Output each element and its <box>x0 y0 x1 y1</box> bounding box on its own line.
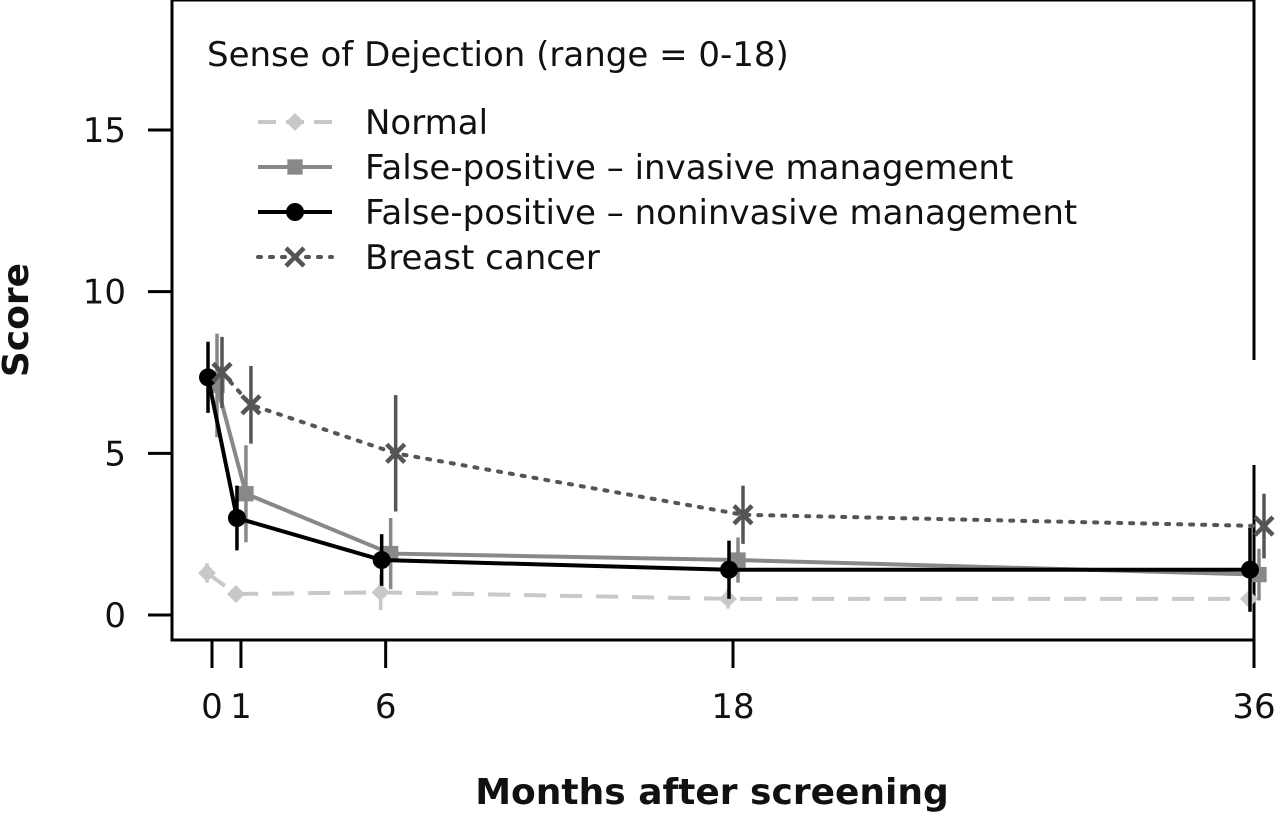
data-point <box>238 486 254 502</box>
marker-stroke <box>240 394 262 416</box>
x-tick-label: 0 <box>201 687 223 727</box>
y-tick-label: 10 <box>83 273 126 313</box>
data-point <box>732 504 754 526</box>
data-point <box>211 361 233 384</box>
frame-break <box>1248 360 1260 465</box>
marker-stroke <box>385 442 407 464</box>
data-point <box>284 246 306 268</box>
marker-stroke <box>284 246 306 268</box>
data-point <box>198 563 216 582</box>
data-point <box>286 113 304 131</box>
x-tick-label: 6 <box>375 687 397 727</box>
legend-item-1: Normal <box>258 103 488 143</box>
x-axis: 0 1 6 18 36 <box>201 640 1276 727</box>
y-axis-title: Score <box>0 263 37 377</box>
data-point <box>287 159 303 175</box>
data-point <box>1241 560 1259 579</box>
series-4 <box>211 336 1275 559</box>
marker-stroke <box>732 504 754 526</box>
legend-item-2: False-positive – invasive management <box>258 148 1013 188</box>
legend-item-3: False-positive – noninvasive management <box>258 193 1077 233</box>
data-point <box>199 368 217 387</box>
legend-label: False-positive – noninvasive management <box>365 193 1077 233</box>
chart-title: Sense of Dejection (range = 0-18) <box>207 35 789 75</box>
plot-frame <box>170 0 1256 642</box>
data-point <box>226 584 245 603</box>
data-point <box>286 203 304 221</box>
data-point <box>227 509 246 527</box>
data-point <box>385 442 407 464</box>
legend-label: Normal <box>365 103 488 143</box>
y-tick-label: 0 <box>104 596 126 636</box>
legend-label: Breast cancer <box>365 238 600 278</box>
legend-item-4: Breast cancer <box>256 238 600 278</box>
legend-label: False-positive – invasive management <box>365 148 1013 188</box>
legend: Normal False-positive – invasive manageme… <box>256 103 1077 278</box>
data-point <box>372 551 391 570</box>
y-axis: 0 5 10 15 <box>83 111 172 636</box>
x-tick-label: 36 <box>1232 687 1275 727</box>
x-axis-title: Months after screening <box>475 772 949 813</box>
marker-stroke <box>1253 515 1275 537</box>
data-point <box>1253 515 1275 537</box>
marker-stroke <box>211 361 233 384</box>
data-point <box>720 560 738 579</box>
y-tick-label: 15 <box>83 111 126 151</box>
series-2 <box>209 333 1267 601</box>
x-tick-label: 1 <box>230 687 252 727</box>
series-layer <box>198 333 1275 612</box>
series-3 <box>199 341 1259 612</box>
data-point <box>371 583 390 602</box>
data-point <box>240 394 262 416</box>
x-tick-label: 18 <box>711 687 754 727</box>
y-tick-label: 5 <box>104 434 126 474</box>
